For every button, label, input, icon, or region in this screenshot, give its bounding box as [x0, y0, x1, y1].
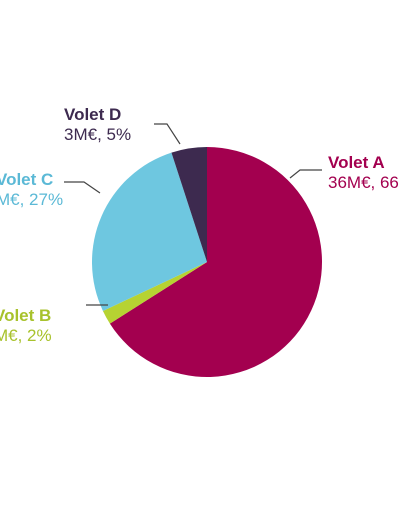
label-value-volet-d: 3M€, 5% — [64, 125, 132, 144]
leader-lines — [64, 123, 322, 306]
label-name-volet-a: Volet A — [328, 153, 385, 172]
label-name-volet-c: Volet C — [0, 170, 54, 189]
leader-line-volet-d — [154, 123, 181, 145]
leader-line-volet-c — [64, 181, 101, 194]
label-value-volet-b: M€, 2% — [0, 326, 52, 345]
pie-slice-volet-d — [171, 147, 207, 262]
pie-slice-volet-a — [109, 147, 323, 378]
pie-slices — [91, 147, 323, 378]
leader-line-volet-a — [289, 169, 322, 179]
label-name-volet-d: Volet D — [64, 105, 122, 124]
label-name-volet-b: Volet B — [0, 306, 52, 325]
label-value-volet-a: 36M€, 66 — [328, 173, 399, 192]
pie-slice-volet-b — [102, 262, 207, 324]
label-volet-c: Volet C M€, 27% — [0, 170, 63, 210]
label-value-volet-c: M€, 27% — [0, 190, 64, 209]
label-volet-a: Volet A 36M€, 66 — [328, 153, 399, 193]
label-volet-d: Volet D 3M€, 5% — [64, 105, 131, 145]
pie-slice-volet-c — [91, 152, 207, 311]
label-volet-b: Volet B M€, 2% — [0, 306, 52, 346]
